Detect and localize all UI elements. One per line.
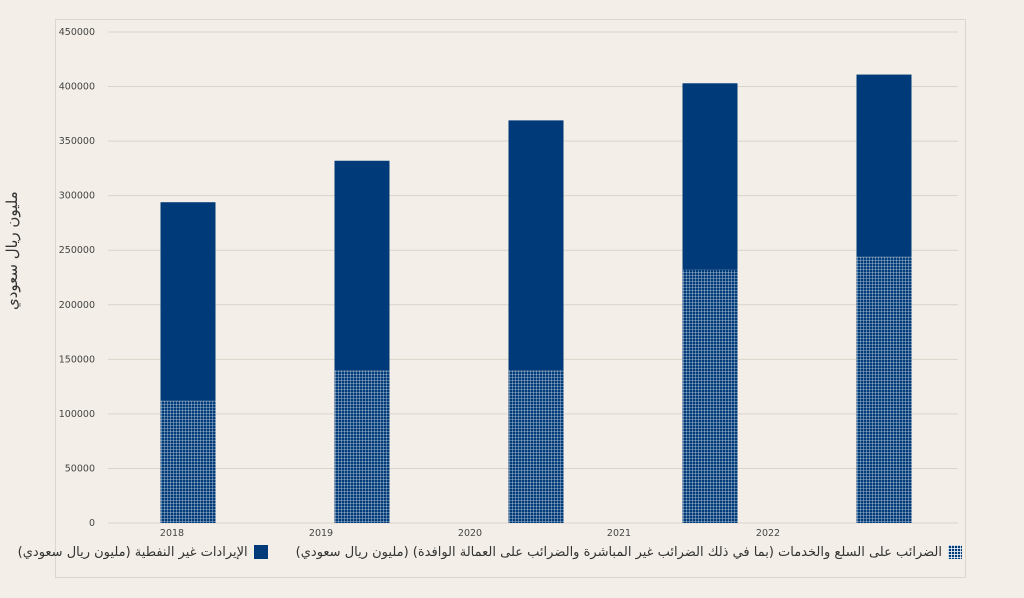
legend-swatch-gst [948, 545, 962, 559]
x-tick-label: 2022 [756, 528, 780, 539]
x-tick-label: 2021 [607, 528, 631, 539]
bar-gst-2018 [160, 400, 216, 523]
bar-gst-2020 [508, 370, 564, 523]
gridlines [108, 31, 958, 524]
y-tick-label: 250000 [59, 245, 95, 256]
bar-gst-2022 [856, 256, 912, 523]
legend-label-gst: الضرائب على السلع والخدمات (بما في ذلك ا… [295, 544, 942, 560]
bar-nonoil-2022 [856, 74, 912, 257]
x-tick-label: 2019 [309, 528, 333, 539]
y-tick-label: 50000 [65, 463, 95, 474]
x-tick-labels: 2018 2019 2020 2021 2022 [160, 528, 780, 539]
chart-frame [55, 19, 966, 578]
y-tick-label: 400000 [59, 82, 95, 93]
y-tick-label: 300000 [59, 191, 95, 202]
legend-item-gst: الضرائب على السلع والخدمات (بما في ذلك ا… [296, 545, 962, 560]
bar-nonoil-2021 [682, 83, 738, 270]
bar-nonoil-2020 [508, 120, 564, 371]
y-tick-label: 450000 [59, 27, 95, 38]
bar-nonoil-2018 [160, 202, 216, 401]
y-tick-label: 150000 [59, 354, 95, 365]
y-tick-label: 200000 [59, 300, 95, 311]
x-tick-label: 2020 [458, 528, 482, 539]
legend-item-nonoil: الإيرادات غير النفطية (مليون ريال سعودي) [18, 545, 268, 560]
bar-gst-2019 [334, 370, 390, 523]
legend-swatch-nonoil [253, 545, 268, 559]
bar-gst-2021 [682, 269, 738, 523]
y-tick-label: 350000 [59, 136, 95, 147]
legend-label-nonoil: الإيرادات غير النفطية (مليون ريال سعودي) [17, 544, 248, 560]
y-tick-labels: 0 50000 100000 150000 200000 250000 300000 3500… [59, 27, 95, 529]
bar-nonoil-2019 [334, 160, 390, 371]
y-tick-label: 100000 [59, 409, 95, 420]
x-tick-label: 2018 [160, 528, 184, 539]
y-tick-label: 0 [89, 518, 95, 529]
bars [160, 74, 912, 523]
legend: الضرائب على السلع والخدمات (بما في ذلك ا… [18, 540, 962, 564]
